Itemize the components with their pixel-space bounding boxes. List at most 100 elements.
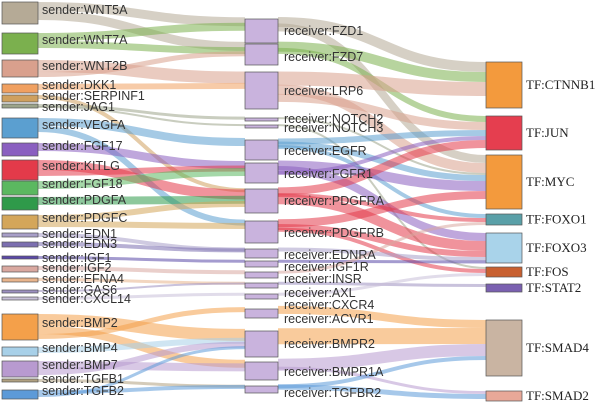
sender-node-sender-bmp2 [1,313,39,341]
flow-link [277,140,487,196]
flow-link [37,292,246,300]
flow-link [37,242,246,253]
sender-node-sender-bmp7 [1,360,39,378]
sender-node-sender-fgf18 [1,180,39,196]
flow-link [277,224,487,257]
flow-link [277,17,487,72]
flow-link [37,195,246,205]
sender-label: sender:VEGFA [42,118,126,132]
receiver-node-receiver-egfr [244,139,279,161]
flow-link [37,314,246,341]
sender-node-sender-pdgfa [1,196,39,211]
tf-node-tf-foxo1 [485,213,523,226]
flow-link [37,307,246,339]
sender-label: sender:IGF1 [42,251,112,265]
flow-link [37,41,246,55]
sender-node-sender-igf2 [1,265,39,273]
receiver-label: receiver:NOTCH2 [284,112,383,126]
flow-link [277,344,487,371]
flow-link [37,82,246,90]
flow-link [277,141,487,181]
tf-label: TF:FOXO1 [526,212,587,227]
tf-node-tf-ctnnb1 [485,61,523,109]
receiver-node-receiver-ednra [244,248,279,259]
flow-link [277,136,487,175]
flow-link [277,273,487,296]
sender-label: sender:GAS6 [42,283,117,297]
sender-label: sender:WNT5A [42,3,128,17]
flow-link [37,256,246,263]
sender-node-sender-fgf17 [1,142,39,157]
sender-node-sender-wnt7a [1,32,39,55]
receiver-node-receiver-bmpr2 [244,330,279,358]
flow-link [277,366,487,394]
flow-link [37,104,246,120]
sender-node-sender-pdgfc [1,214,39,230]
sender-node-sender-wnt5a [1,1,39,25]
flow-link [37,266,246,275]
receiver-label: receiver:PDGFRA [284,194,385,208]
sender-label: sender:EDN1 [42,227,117,241]
sender-label: sender:FGF17 [42,139,123,153]
receiver-node-receiver-pdgfra [244,188,279,214]
flow-link [277,356,487,389]
sender-node-sender-dkk1 [1,83,39,94]
flow-link [277,259,487,264]
receiver-label: receiver:ACVR1 [284,312,374,326]
sender-label: sender:PDGFA [42,193,127,207]
receiver-node-receiver-axl [244,282,279,289]
flow-link [37,282,246,292]
receiver-node-receiver-lrp6 [244,71,279,110]
label-layer: sender:WNT5A sender:WNT7A sender:WNT2B send… [42,3,595,403]
flow-link [277,41,487,82]
tf-label: TF:MYC [526,174,574,189]
flow-link [277,305,487,328]
flow-link [277,84,487,173]
flow-link [37,118,246,146]
sender-label: sender:WNT7A [42,33,128,47]
tf-node-tf-myc [485,154,523,210]
flow-link [37,106,246,127]
tf-node-tf-stat2 [485,283,523,293]
tf-label: TF:STAT2 [526,280,581,295]
sender-label: sender:WNT2B [42,59,127,73]
flow-link [37,95,246,193]
tf-label: TF:JUN [526,125,569,140]
receiver-label: receiver:EGFR [284,144,367,158]
tf-node-tf-smad4 [485,319,523,377]
flow-link [37,221,246,229]
flow-link [37,22,246,41]
tf-node-tf-jun [485,115,523,151]
tf-node-tf-smad2 [485,390,523,402]
flow-link [277,227,487,273]
sender-label: sender:BMP4 [42,341,118,355]
receiver-node-receiver-igf1r [244,260,279,268]
flow-link [277,145,487,218]
receiver-node-receiver-bmpr1a [244,361,279,381]
flow-link [37,346,246,397]
flow-link [277,222,487,274]
sender-node-sender-serpinf1 [1,94,39,103]
sender-label: sender:IGF2 [42,261,112,275]
flow-link [277,130,487,145]
sender-node-sender-wnt2b [1,59,39,78]
sender-node-sender-cxcl14 [1,296,39,301]
receiver-node-receiver-tgfbr2 [244,385,279,394]
sender-label: sender:CXCL14 [42,292,131,306]
receiver-node-receiver-fzd1 [244,18,279,44]
flow-link [277,93,487,130]
receiver-label: receiver:NOTCH3 [284,121,383,135]
sender-node-sender-tgfb1 [1,378,39,383]
sender-node-sender-igf1 [1,255,39,260]
flow-link [277,23,487,163]
sender-node-sender-vegfa [1,117,39,139]
sender-label: sender:KITLG [42,159,120,173]
receiver-label: receiver:TGFBR2 [284,386,381,400]
sender-label: sender:DKK1 [42,78,116,92]
sender-node-sender-tgfb2 [1,389,39,400]
flow-link [37,51,246,77]
receiver-node-receiver-insr [244,271,279,279]
receiver-node-receiver-acvr1 [244,308,279,319]
sender-node-sender-efna4 [1,277,39,283]
